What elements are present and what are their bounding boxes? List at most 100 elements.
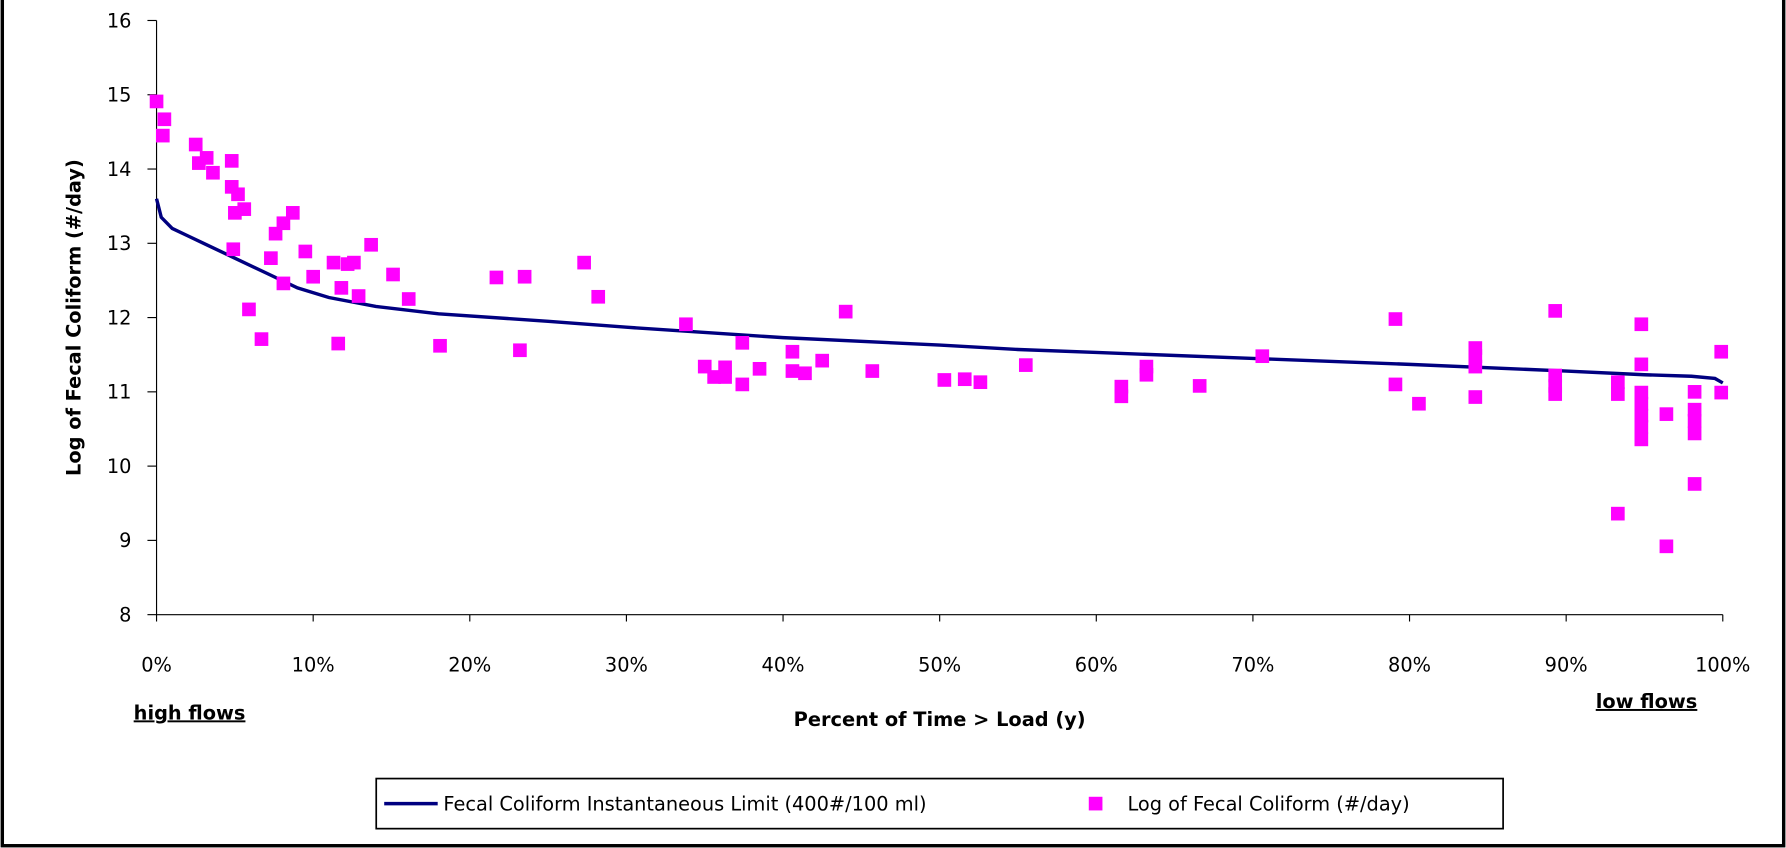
data-point bbox=[1412, 396, 1426, 411]
x-axis-title: Percent of Time > Load (y) bbox=[794, 708, 1086, 731]
limit-line bbox=[154, 198, 1724, 385]
data-point bbox=[1255, 349, 1270, 364]
data-point bbox=[489, 270, 504, 285]
y-tick-label: 10 bbox=[107, 455, 132, 478]
x-tick-label: 10% bbox=[292, 654, 335, 677]
y-tick-label: 16 bbox=[107, 9, 132, 32]
data-point bbox=[838, 304, 853, 319]
legend-label: Fecal Coliform Instantaneous Limit (400#… bbox=[443, 792, 926, 815]
data-point bbox=[264, 251, 278, 265]
y-axis-title: Log of Fecal Coliform (#/day) bbox=[62, 159, 85, 476]
legend-label: Log of Fecal Coliform (#/day) bbox=[1127, 792, 1409, 815]
x-tick-label: 30% bbox=[605, 654, 648, 677]
data-point bbox=[937, 373, 952, 387]
data-point bbox=[224, 154, 239, 168]
x-tick-label: 70% bbox=[1231, 654, 1274, 677]
data-point bbox=[157, 112, 172, 127]
data-point bbox=[815, 353, 830, 368]
y-tick-label: 11 bbox=[107, 381, 132, 404]
data-point bbox=[1659, 407, 1674, 421]
data-point bbox=[1548, 368, 1563, 383]
data-point bbox=[268, 226, 283, 241]
data-point bbox=[679, 317, 693, 332]
data-point bbox=[957, 372, 972, 387]
data-point bbox=[1634, 396, 1649, 411]
data-point bbox=[326, 255, 341, 270]
data-point bbox=[1687, 413, 1702, 428]
x-tick-label: 40% bbox=[762, 654, 805, 677]
y-tick-label: 9 bbox=[119, 529, 131, 552]
data-point bbox=[1468, 359, 1483, 374]
data-point bbox=[735, 377, 750, 392]
legend-marker bbox=[1088, 796, 1103, 811]
data-point bbox=[1634, 419, 1649, 434]
data-point bbox=[1687, 477, 1702, 491]
data-point bbox=[1388, 377, 1403, 392]
data-point bbox=[1388, 312, 1403, 326]
data-point bbox=[334, 281, 349, 295]
legend: Fecal Coliform Instantaneous Limit (400#… bbox=[375, 777, 1504, 830]
data-point bbox=[228, 206, 242, 220]
data-point bbox=[1687, 385, 1702, 399]
data-point bbox=[591, 289, 606, 304]
data-point bbox=[1468, 349, 1483, 364]
y-tick-label: 13 bbox=[107, 232, 132, 255]
data-point bbox=[276, 276, 291, 291]
data-point bbox=[254, 332, 269, 346]
y-tick-label: 14 bbox=[107, 158, 132, 181]
data-point bbox=[401, 292, 416, 306]
data-point bbox=[276, 216, 291, 231]
data-point bbox=[1714, 344, 1729, 359]
data-point bbox=[1714, 385, 1729, 400]
y-tick-label: 8 bbox=[119, 603, 131, 626]
y-tick-label: 15 bbox=[107, 84, 132, 107]
data-point bbox=[1687, 402, 1702, 417]
data-point bbox=[347, 255, 361, 270]
data-point bbox=[1659, 539, 1674, 554]
data-point bbox=[785, 364, 800, 378]
data-point bbox=[199, 151, 214, 165]
data-point bbox=[433, 338, 447, 353]
data-point bbox=[1611, 506, 1625, 521]
data-point bbox=[1634, 317, 1649, 332]
annotation: low flows bbox=[1596, 690, 1698, 713]
data-point bbox=[1114, 389, 1129, 404]
data-point bbox=[1611, 387, 1625, 401]
data-point bbox=[718, 360, 732, 375]
data-point bbox=[1634, 385, 1649, 400]
x-tick-label: 80% bbox=[1388, 654, 1431, 677]
data-point bbox=[798, 366, 812, 381]
data-point bbox=[707, 370, 721, 384]
annotation: high flows bbox=[134, 701, 246, 724]
x-tick-label: 0% bbox=[141, 654, 172, 677]
data-point bbox=[149, 94, 164, 109]
data-point bbox=[351, 289, 366, 303]
data-point bbox=[1548, 387, 1563, 401]
data-point bbox=[1634, 408, 1649, 423]
data-point bbox=[331, 336, 346, 351]
data-point bbox=[735, 335, 750, 350]
data-point bbox=[206, 165, 220, 180]
data-point bbox=[364, 237, 378, 252]
data-point bbox=[973, 375, 988, 390]
data-point bbox=[697, 359, 712, 374]
x-tick-label: 100% bbox=[1695, 654, 1750, 677]
x-tick-label: 20% bbox=[448, 654, 491, 677]
x-tick-label: 90% bbox=[1545, 654, 1588, 677]
data-point bbox=[1611, 375, 1625, 390]
data-point bbox=[1468, 390, 1483, 404]
data-point bbox=[298, 244, 313, 259]
data-point bbox=[188, 137, 203, 152]
x-tick-label: 50% bbox=[918, 654, 961, 677]
data-point bbox=[386, 267, 400, 282]
data-point bbox=[517, 269, 532, 284]
data-point bbox=[785, 344, 800, 359]
data-point bbox=[1634, 432, 1649, 447]
data-point bbox=[1548, 304, 1563, 318]
data-point bbox=[1687, 426, 1702, 441]
data-point bbox=[513, 343, 527, 358]
data-point bbox=[306, 269, 321, 284]
